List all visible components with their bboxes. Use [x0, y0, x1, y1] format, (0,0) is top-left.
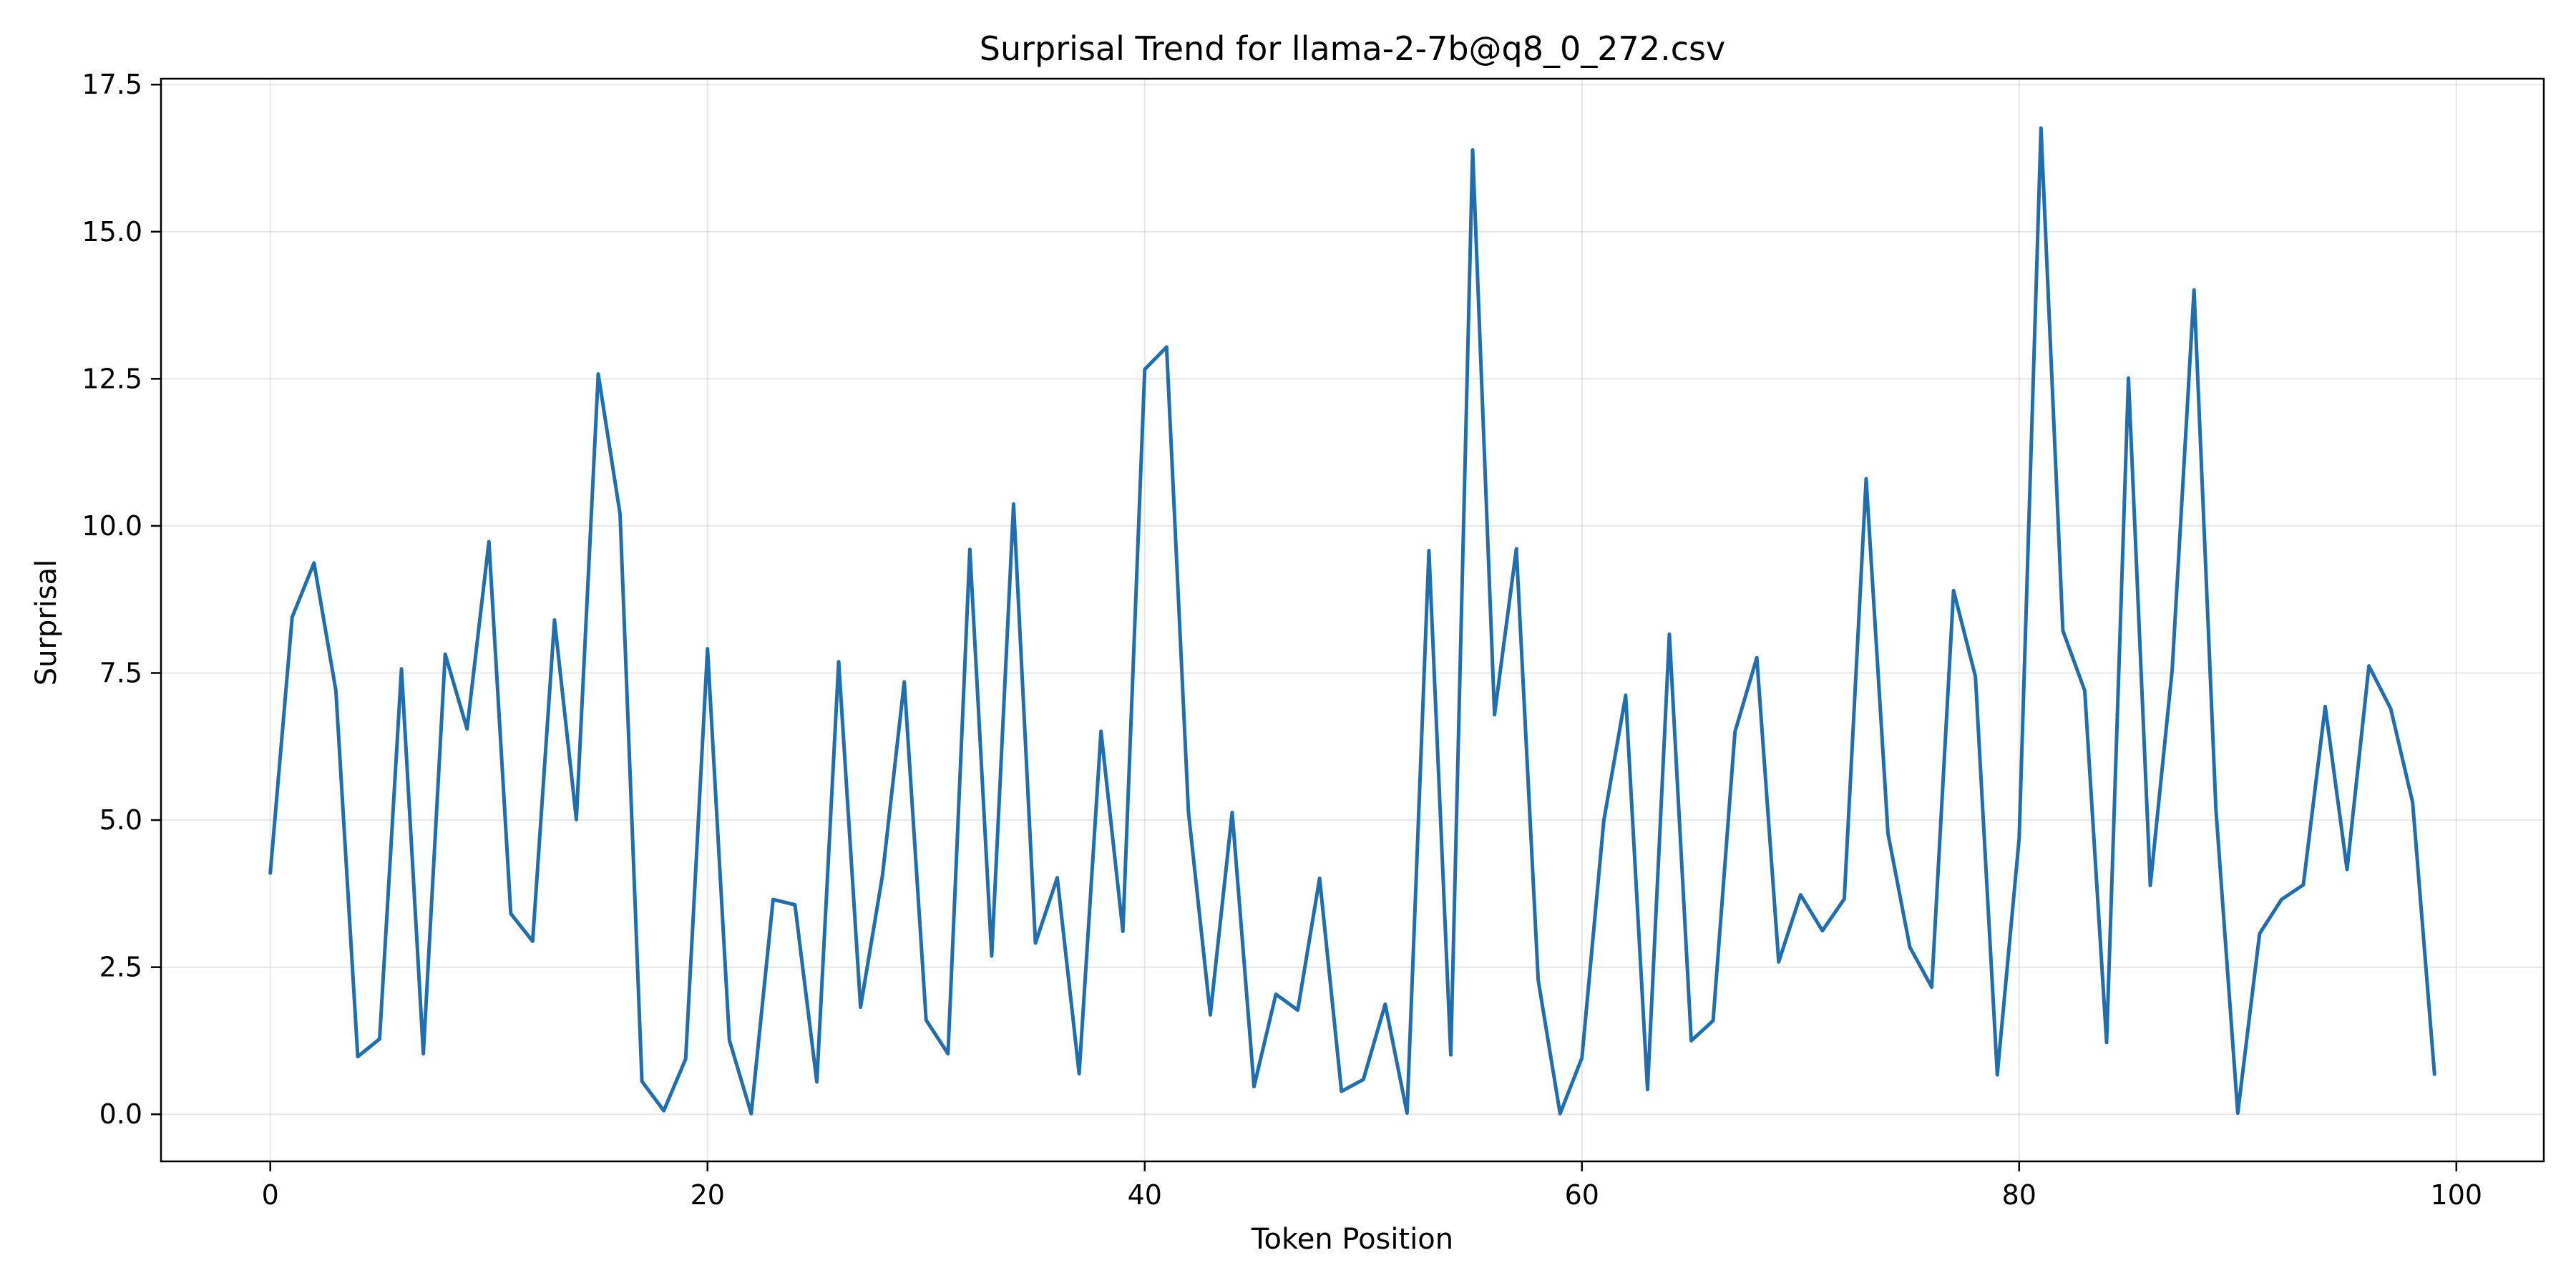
x-tick-label: 0 — [262, 1179, 279, 1211]
x-tick-label: 100 — [2431, 1179, 2483, 1211]
x-tick-label: 80 — [2002, 1179, 2036, 1211]
y-axis-label: Surprisal — [30, 560, 63, 686]
y-tick-label: 17.5 — [82, 69, 142, 100]
grid-lines — [161, 79, 2544, 1161]
chart-title: Surprisal Trend for llama-2-7b@q8_0_272.… — [980, 29, 1725, 68]
y-tick-label: 7.5 — [99, 658, 142, 689]
series-layer — [268, 126, 2436, 1116]
x-tick-label: 60 — [1565, 1179, 1599, 1211]
x-tick-label: 40 — [1128, 1179, 1162, 1211]
y-tick-label: 10.0 — [82, 510, 142, 542]
y-tick-label: 5.0 — [99, 804, 142, 836]
surprisal-series-line — [268, 126, 2436, 1116]
y-tick-label: 12.5 — [82, 363, 142, 394]
y-tick-label: 2.5 — [99, 952, 142, 983]
y-tick-label: 0.0 — [99, 1098, 142, 1130]
y-tick-label: 15.0 — [82, 216, 142, 248]
axes-frame — [160, 77, 2545, 1163]
x-tick-label: 20 — [691, 1179, 725, 1211]
x-axis-label: Token Position — [1251, 1223, 1453, 1256]
tick-layer: 0 20 40 60 80 100 0.0 2.5 5.0 7.5 10.0 12.5 15.0 17.5 — [82, 69, 2482, 1211]
